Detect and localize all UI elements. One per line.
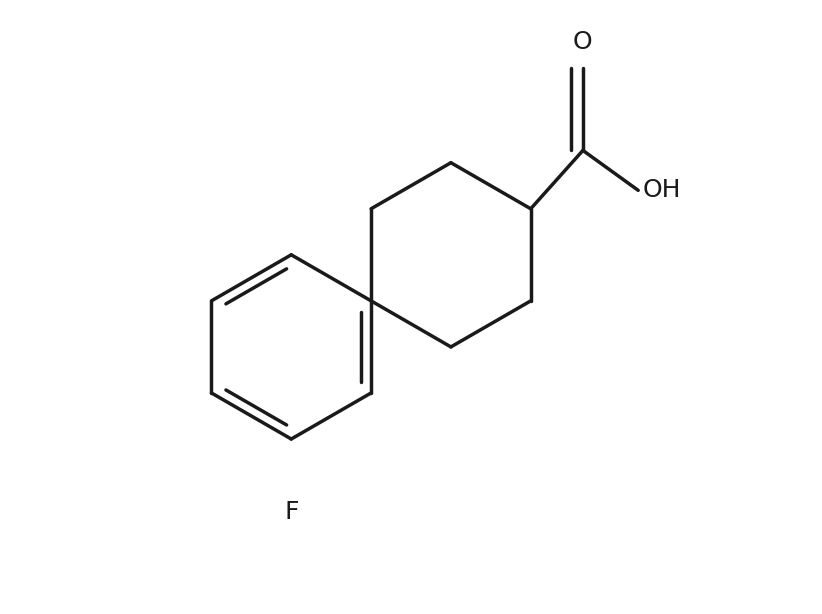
Text: OH: OH bbox=[643, 178, 681, 203]
Text: F: F bbox=[284, 500, 298, 524]
Text: O: O bbox=[573, 30, 593, 54]
